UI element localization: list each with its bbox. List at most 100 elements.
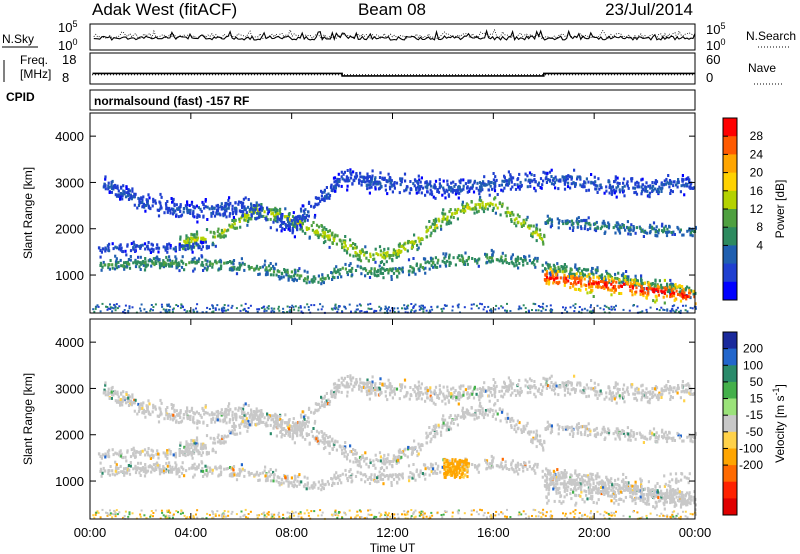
power-cell bbox=[101, 265, 104, 269]
power-cell bbox=[333, 180, 336, 184]
power-cell bbox=[436, 190, 439, 193]
power-cell bbox=[126, 264, 129, 268]
power-cell bbox=[390, 181, 393, 184]
power-cell bbox=[391, 190, 394, 194]
power-cell bbox=[202, 202, 205, 206]
power-cell bbox=[548, 170, 552, 174]
power-cell bbox=[204, 258, 207, 262]
power-cell bbox=[349, 262, 352, 266]
velocity-cell bbox=[268, 470, 271, 474]
power-cell bbox=[196, 232, 199, 236]
velocity-cell bbox=[293, 478, 296, 482]
power-cell bbox=[373, 267, 376, 271]
velocity-cell bbox=[269, 479, 273, 483]
power-cell bbox=[575, 219, 578, 223]
power-cell bbox=[494, 196, 497, 200]
power-cell bbox=[317, 274, 320, 278]
power-cell bbox=[603, 311, 606, 314]
velocity-cell bbox=[270, 473, 273, 477]
power-cell bbox=[365, 268, 368, 272]
power-cell bbox=[123, 192, 126, 196]
power-cell bbox=[578, 310, 581, 313]
velocity-cell bbox=[171, 465, 174, 469]
power-cell bbox=[584, 268, 588, 272]
power-cell bbox=[629, 284, 632, 288]
velocity-cell bbox=[504, 417, 507, 421]
power-cell bbox=[211, 311, 214, 314]
velocity-cell bbox=[338, 478, 341, 482]
velocity-cell bbox=[186, 442, 189, 446]
power-cell bbox=[442, 188, 445, 192]
power-cell bbox=[480, 182, 483, 186]
velocity-cell bbox=[221, 437, 224, 440]
power-cell bbox=[206, 306, 209, 309]
power-cell bbox=[192, 205, 195, 209]
velocity-cell bbox=[378, 451, 382, 455]
power-cell bbox=[143, 268, 147, 272]
velocity-cell bbox=[622, 484, 625, 488]
power-cell bbox=[293, 222, 296, 226]
power-cell bbox=[532, 230, 535, 234]
power-cell bbox=[171, 308, 174, 311]
velocity-cell bbox=[343, 447, 346, 450]
velocity-cell bbox=[324, 437, 327, 441]
power-cell bbox=[247, 213, 250, 217]
power-cell bbox=[290, 219, 293, 223]
power-cell bbox=[367, 303, 370, 306]
power-cell bbox=[231, 268, 234, 272]
velocity-cell bbox=[534, 437, 537, 441]
velocity-cell bbox=[379, 459, 382, 463]
velocity-cell bbox=[162, 465, 165, 469]
power-cell bbox=[567, 279, 570, 283]
power-cell bbox=[124, 195, 128, 199]
power-cell bbox=[174, 248, 177, 252]
power-cell bbox=[528, 178, 531, 182]
power-cell bbox=[320, 194, 323, 198]
power-cell bbox=[617, 184, 620, 188]
velocity-cell bbox=[591, 473, 594, 476]
velocity-cell bbox=[409, 471, 412, 475]
velocity-cell bbox=[257, 479, 260, 482]
velocity-cell bbox=[391, 473, 395, 477]
power-cell bbox=[258, 272, 261, 276]
power-cell bbox=[493, 189, 497, 193]
velocity-cell bbox=[515, 466, 518, 470]
power-cell bbox=[175, 266, 178, 270]
power-cell bbox=[520, 307, 523, 310]
power-cell bbox=[665, 230, 668, 234]
power-cell bbox=[618, 182, 621, 185]
power-cell bbox=[152, 257, 155, 261]
power-cell bbox=[448, 210, 451, 214]
power-cell bbox=[254, 208, 257, 212]
power-cell bbox=[635, 290, 638, 294]
power-cell bbox=[457, 254, 460, 258]
power-cell bbox=[516, 259, 519, 263]
power-cell bbox=[651, 186, 654, 190]
velocity-cell bbox=[498, 407, 501, 411]
velocity-cell bbox=[319, 439, 322, 443]
power-cell bbox=[453, 184, 456, 188]
velocity-cell bbox=[385, 466, 388, 470]
power-cell bbox=[666, 227, 669, 231]
power-cell bbox=[406, 249, 409, 253]
power-cell bbox=[286, 305, 289, 308]
power-cell bbox=[477, 188, 480, 192]
velocity-cell bbox=[134, 471, 138, 475]
velocity-cell bbox=[324, 445, 327, 449]
power-cell bbox=[229, 225, 232, 229]
power-cell bbox=[121, 197, 124, 201]
power-cell bbox=[511, 185, 514, 189]
power-cell bbox=[666, 282, 669, 286]
velocity-cell bbox=[327, 440, 330, 444]
power-cell bbox=[604, 279, 607, 283]
power-cell bbox=[538, 228, 542, 232]
power-cell bbox=[412, 182, 415, 186]
power-cell bbox=[558, 219, 561, 223]
power-cell bbox=[406, 307, 409, 310]
velocity-cell bbox=[188, 452, 191, 456]
velocity-cell bbox=[385, 474, 389, 477]
velocity-cell bbox=[370, 478, 373, 482]
power-cell bbox=[442, 179, 445, 183]
power-cell bbox=[656, 230, 659, 233]
power-cell bbox=[166, 210, 169, 214]
